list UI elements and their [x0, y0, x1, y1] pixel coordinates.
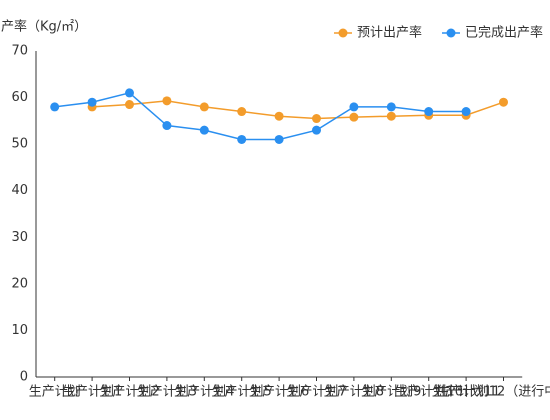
y-tick-label: 70	[11, 44, 28, 59]
point	[199, 125, 209, 135]
x-tick-label: 生产计划10	[394, 385, 463, 400]
point	[274, 134, 284, 144]
point	[349, 102, 359, 112]
point	[237, 134, 247, 144]
point	[162, 121, 172, 131]
y-tick-label: 50	[11, 137, 28, 152]
x-tick-label: 生产计划1	[62, 385, 122, 400]
x-tick-label: 生产计划5	[212, 385, 272, 400]
x-tick-label: 生产计划7	[286, 385, 346, 400]
x-tick-label: 生产计划3	[137, 385, 197, 400]
point	[237, 107, 247, 117]
legend-label: 已完成出产率	[465, 25, 543, 41]
x-tick-label: 生产计划12（进行中）	[437, 385, 550, 400]
point	[162, 96, 172, 106]
point	[312, 125, 321, 135]
x-tick-label: 生产计划	[29, 385, 81, 400]
x-tick-label: 生产计划6	[249, 385, 309, 400]
x-tick-label: 生产计划2	[99, 385, 159, 400]
point	[50, 102, 60, 112]
y-tick-label: 60	[11, 90, 28, 105]
y-axis-label: 出产率（Kg/㎡）	[0, 19, 87, 35]
y-tick-label: 30	[11, 230, 28, 245]
point	[499, 97, 508, 107]
point	[349, 112, 359, 122]
series-line	[54, 92, 467, 141]
x-tick-label: 生产计划8	[324, 385, 384, 400]
x-tick-label: 生产计划11	[432, 385, 501, 400]
y-tick-label: 20	[11, 276, 28, 291]
legend-marker	[338, 28, 348, 38]
point	[461, 107, 471, 117]
x-tick-label: 生产计划9	[361, 385, 421, 400]
point	[386, 111, 396, 121]
legend-label: 预计出产率	[357, 25, 422, 41]
point	[424, 107, 434, 117]
x-tick-label: 生产计划4	[174, 385, 234, 400]
point	[386, 102, 396, 112]
point	[125, 88, 134, 98]
y-tick-label: 0	[20, 370, 28, 385]
y-tick-label: 40	[11, 183, 28, 198]
point	[274, 111, 284, 121]
point	[125, 100, 134, 110]
series-line	[92, 100, 504, 120]
point	[199, 102, 209, 112]
point	[87, 97, 97, 107]
y-tick-label: 10	[11, 323, 28, 338]
legend-marker	[446, 28, 456, 38]
point	[312, 114, 321, 124]
